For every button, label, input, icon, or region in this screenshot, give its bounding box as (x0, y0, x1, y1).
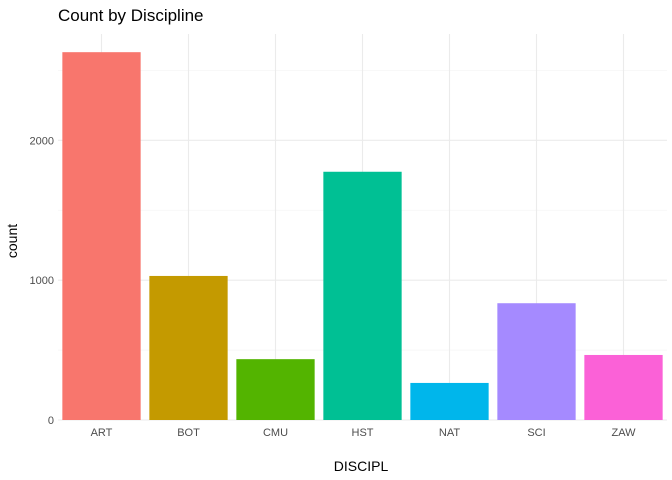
x-axis-ticks: ART BOT CMU HST NAT SCI ZAW (91, 427, 637, 439)
x-tick-label: BOT (177, 427, 200, 439)
bar-nat (410, 382, 489, 420)
y-axis-title: count (4, 224, 20, 258)
x-tick-label: CMU (263, 427, 288, 439)
bars (62, 52, 663, 421)
x-tick-label: ZAW (611, 427, 636, 439)
bar-cmu (236, 359, 315, 420)
y-tick-label: 2000 (30, 135, 54, 147)
y-tick-label: 1000 (30, 275, 54, 287)
bar-hst (323, 171, 402, 420)
y-tick-label: 0 (48, 415, 54, 427)
chart-title: Count by Discipline (58, 6, 204, 25)
x-tick-label: ART (91, 427, 113, 439)
x-axis-title: DISCIPL (334, 458, 389, 474)
x-tick-label: NAT (439, 427, 460, 439)
bar-art (62, 52, 141, 421)
bar-bot (149, 275, 228, 420)
bar-zaw (584, 354, 663, 420)
y-axis-ticks: 0 1000 2000 (30, 135, 54, 427)
x-tick-label: HST (352, 427, 374, 439)
bar-sci (497, 303, 576, 420)
x-tick-label: SCI (527, 427, 545, 439)
